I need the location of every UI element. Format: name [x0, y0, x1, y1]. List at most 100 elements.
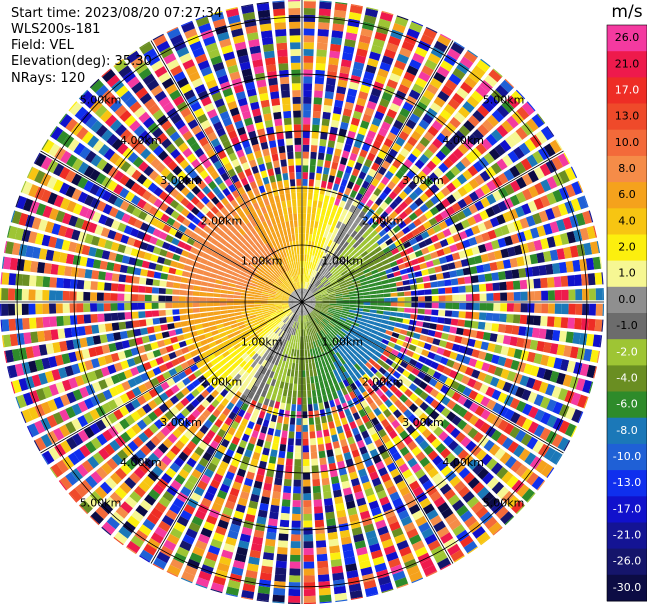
velocity-gate — [178, 296, 186, 302]
velocity-gate — [300, 315, 302, 323]
velocity-gate — [21, 181, 33, 195]
velocity-gate — [428, 421, 439, 432]
velocity-gate — [303, 479, 311, 487]
velocity-gate — [337, 320, 345, 326]
velocity-gate — [91, 324, 100, 334]
velocity-gate — [238, 368, 246, 376]
velocity-gate — [305, 275, 308, 282]
velocity-gate — [366, 100, 377, 110]
velocity-gate — [459, 56, 474, 69]
velocity-gate — [16, 195, 27, 210]
velocity-gate — [383, 115, 394, 125]
velocity-gate — [250, 235, 258, 244]
velocity-gate — [328, 265, 334, 272]
velocity-gate — [396, 258, 404, 265]
velocity-gate — [182, 218, 191, 227]
velocity-gate — [291, 306, 298, 312]
velocity-gate — [496, 379, 506, 390]
velocity-gate — [327, 289, 335, 294]
velocity-gate — [329, 348, 336, 356]
velocity-gate — [268, 399, 275, 408]
velocity-gate — [28, 184, 39, 198]
velocity-gate — [64, 365, 74, 377]
velocity-gate — [246, 442, 255, 452]
velocity-gate — [152, 563, 164, 571]
velocity-gate — [376, 346, 385, 354]
velocity-gate — [258, 432, 266, 441]
velocity-gate — [79, 386, 89, 398]
velocity-gate — [433, 71, 446, 84]
velocity-gate — [273, 435, 280, 444]
velocity-gate — [4, 241, 8, 254]
velocity-gate — [369, 333, 377, 339]
velocity-gate — [160, 167, 171, 178]
velocity-gate — [134, 62, 148, 75]
velocity-gate — [172, 342, 181, 351]
velocity-gate — [345, 165, 353, 174]
velocity-gate — [507, 441, 519, 454]
velocity-gate — [64, 327, 73, 338]
velocity-gate — [531, 476, 545, 490]
velocity-gate — [583, 396, 589, 409]
velocity-gate — [225, 375, 233, 383]
velocity-gate — [518, 142, 531, 156]
velocity-gate — [317, 567, 329, 575]
velocity-gate — [588, 381, 594, 394]
velocity-gate — [303, 547, 314, 555]
velocity-gate — [231, 340, 239, 347]
velocity-gate — [241, 526, 253, 536]
velocity-gate — [153, 419, 164, 430]
velocity-gate — [315, 63, 326, 71]
velocity-gate — [359, 510, 371, 520]
velocity-gate — [352, 198, 360, 207]
velocity-gate — [106, 133, 119, 146]
velocity-gate — [291, 520, 301, 528]
velocity-gate — [282, 281, 289, 288]
velocity-gate — [435, 273, 444, 280]
velocity-gate — [446, 236, 455, 245]
velocity-gate — [189, 266, 198, 273]
velocity-gate — [308, 362, 313, 370]
velocity-gate — [226, 229, 234, 238]
velocity-gate — [540, 126, 554, 141]
velocity-gate — [399, 394, 409, 403]
velocity-gate — [295, 363, 299, 371]
velocity-gate — [339, 267, 347, 274]
velocity-gate — [317, 200, 323, 209]
velocity-gate — [350, 596, 363, 600]
velocity-gate — [260, 389, 268, 398]
velocity-gate — [427, 450, 439, 461]
velocity-gate — [163, 338, 172, 346]
velocity-gate — [303, 322, 305, 330]
velocity-gate — [457, 143, 469, 155]
velocity-gate — [222, 321, 231, 327]
velocity-gate — [370, 506, 382, 517]
velocity-gate — [359, 149, 368, 158]
velocity-gate — [374, 438, 384, 448]
velocity-gate — [236, 446, 245, 455]
velocity-gate — [353, 533, 365, 543]
velocity-gate — [115, 85, 129, 98]
velocity-gate — [409, 571, 423, 583]
velocity-gate — [254, 299, 261, 302]
velocity-gate — [208, 414, 217, 424]
velocity-gate — [233, 343, 241, 350]
velocity-gate — [145, 278, 154, 286]
velocity-gate — [334, 252, 341, 260]
velocity-gate — [349, 299, 357, 302]
velocity-gate — [546, 414, 558, 428]
velocity-gate — [77, 326, 86, 336]
velocity-gate — [302, 384, 307, 391]
velocity-gate — [116, 449, 129, 461]
velocity-gate — [335, 141, 344, 150]
velocity-gate — [308, 410, 314, 418]
velocity-gate — [338, 467, 347, 476]
velocity-gate — [310, 277, 315, 284]
velocity-gate — [244, 513, 256, 523]
velocity-gate — [477, 321, 486, 330]
velocity-gate — [308, 304, 315, 308]
velocity-gate — [497, 356, 507, 367]
velocity-gate — [21, 303, 29, 315]
velocity-gate — [513, 244, 523, 256]
velocity-gate — [324, 350, 330, 359]
